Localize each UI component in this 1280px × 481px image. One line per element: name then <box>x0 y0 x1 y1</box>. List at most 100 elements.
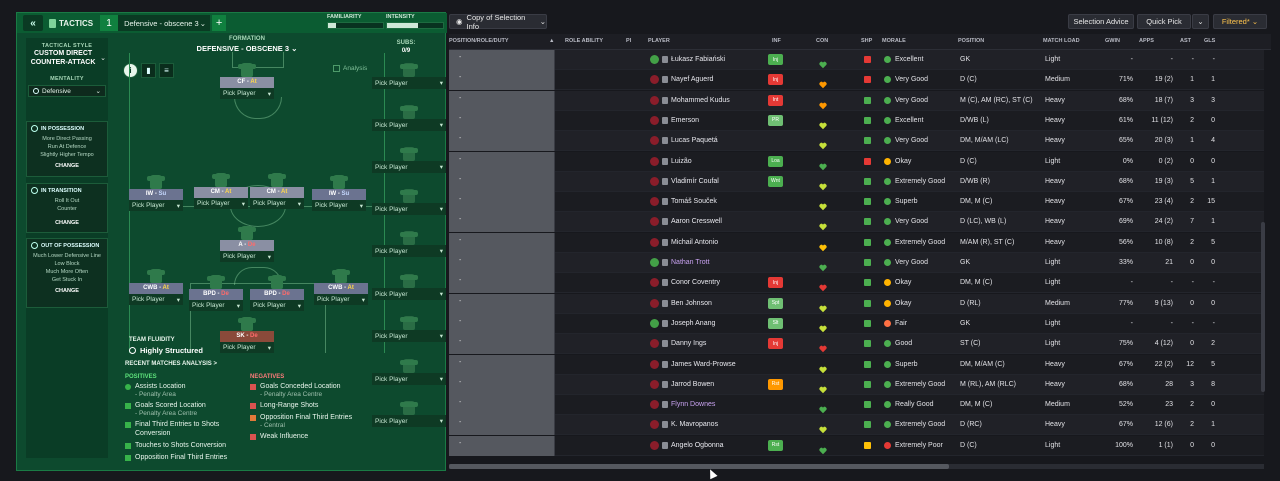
position-role-duty-cell[interactable]: - <box>449 313 555 334</box>
position-slot-bpd-left[interactable]: BPD - De Pick Player ▾ <box>189 275 243 311</box>
col-header-pi[interactable]: PI <box>626 38 632 44</box>
position-slot-cwb-right[interactable]: CWB - At Pick Player ▾ <box>314 269 368 305</box>
table-row[interactable]: - Łukasz Fabiański Inj Excellent GK Light - - - - <box>449 50 1264 70</box>
col-header-apps[interactable]: APPS <box>1139 38 1154 44</box>
sub-slot[interactable]: Pick Player ▾ <box>372 231 446 257</box>
position-slot-iw-left[interactable]: IW - Su Pick Player ▾ <box>129 175 183 211</box>
sub-slot[interactable]: Pick Player ▾ <box>372 189 446 215</box>
table-row[interactable]: - Nathan Trott Very Good GK Light 33% 21 0 0 <box>449 253 1264 273</box>
pick-player-select[interactable]: Pick Player ▾ <box>220 251 274 262</box>
position-slot-anchor[interactable]: A - De Pick Player ▾ <box>220 226 274 262</box>
player-name[interactable]: Nathan Trott <box>671 259 710 266</box>
filter-select[interactable]: Filtered* ⌄ <box>1213 14 1267 29</box>
pick-player-select[interactable]: Pick Player ▾ <box>250 198 304 209</box>
quick-pick-dropdown[interactable]: ⌄ <box>1192 14 1209 29</box>
col-header-match-load[interactable]: MATCH LOAD <box>1043 38 1080 44</box>
player-name[interactable]: Emerson <box>671 116 700 124</box>
out-of-possession-change-button[interactable]: CHANGE <box>55 288 79 294</box>
selection-advice-button[interactable]: Selection Advice <box>1068 14 1134 29</box>
table-row[interactable]: - Angelo Ogbonna Rst Extremely Poor D (C) Lig… <box>449 435 1264 456</box>
position-role-duty-cell[interactable]: - <box>449 212 555 233</box>
table-row[interactable]: - Joseph Anang Slt Fair GK Light - - - - <box>449 313 1264 334</box>
pick-player-select[interactable]: Pick Player ▾ <box>372 373 446 385</box>
pick-player-select[interactable]: Pick Player ▾ <box>194 198 248 209</box>
horizontal-scrollbar[interactable] <box>449 464 1264 469</box>
player-name[interactable]: Łukasz Fabiański <box>671 56 726 63</box>
pick-player-select[interactable]: Pick Player ▾ <box>372 288 446 300</box>
tactical-style-select[interactable]: CUSTOM DIRECT COUNTER-ATTACK ⌄ <box>26 49 108 67</box>
col-header-role-ability[interactable]: ROLE ABILITY <box>565 38 603 44</box>
in-transition-change-button[interactable]: CHANGE <box>55 220 79 226</box>
pick-player-select[interactable]: Pick Player ▾ <box>220 88 274 99</box>
table-row[interactable]: - K. Mavropanos Extremely Good D (RC) Heavy 6… <box>449 415 1264 436</box>
position-slot-cm-left[interactable]: CM - At Pick Player ▾ <box>194 173 248 209</box>
table-row[interactable]: - Lucas Paquetá Very Good DM, M/AM (LC) Heav… <box>449 131 1264 152</box>
player-name[interactable]: K. Mavropanos <box>671 421 719 429</box>
position-role-duty-cell[interactable]: - <box>449 110 555 131</box>
player-name[interactable]: Vladimír Coufal <box>671 177 719 185</box>
sub-slot[interactable]: Pick Player ▾ <box>372 63 446 89</box>
tactic-slot-number[interactable]: 1 <box>100 15 119 31</box>
col-header-position[interactable]: POSITION <box>958 38 985 44</box>
player-name[interactable]: Flynn Downes <box>671 401 716 409</box>
pick-player-select[interactable]: Pick Player ▾ <box>372 161 446 173</box>
player-name[interactable]: Lucas Paquetá <box>671 137 718 145</box>
recent-matches-link[interactable]: RECENT MATCHES ANALYSIS > <box>125 361 217 367</box>
tactic-select[interactable]: Defensive - obscene 3 ⌄ <box>118 15 211 31</box>
info-icon[interactable]: i <box>123 63 138 78</box>
table-row[interactable]: - Michail Antonio Extremely Good M/AM (R), … <box>449 232 1264 253</box>
sub-slot[interactable]: Pick Player ▾ <box>372 401 446 427</box>
player-name[interactable]: Nayef Aguerd <box>671 76 714 84</box>
position-role-duty-cell[interactable]: - <box>449 374 555 395</box>
sort-icon[interactable]: ▲ <box>549 38 555 44</box>
pick-player-select[interactable]: Pick Player ▾ <box>250 300 304 311</box>
player-name[interactable]: Angelo Ogbonna <box>671 441 724 449</box>
player-name[interactable]: Aaron Cresswell <box>671 218 722 226</box>
sub-slot[interactable]: Pick Player ▾ <box>372 316 446 342</box>
player-name[interactable]: Ben Johnson <box>671 299 712 307</box>
position-slot-cwb-left[interactable]: CWB - At Pick Player ▾ <box>129 269 183 305</box>
in-possession-change-button[interactable]: CHANGE <box>55 163 79 169</box>
table-row[interactable]: - Flynn Downes Really Good DM, M (C) Medium 5… <box>449 395 1264 416</box>
vertical-scrollbar[interactable] <box>1261 222 1265 392</box>
position-role-duty-cell[interactable]: - <box>449 334 555 355</box>
add-tactic-button[interactable]: + <box>212 15 227 31</box>
player-name[interactable]: Tomáš Souček <box>671 198 717 206</box>
col-header-inf[interactable]: INF <box>772 38 781 44</box>
list-icon[interactable]: ≡ <box>159 63 174 78</box>
position-role-duty-cell[interactable]: - <box>449 435 555 456</box>
table-row[interactable]: - Mohammed Kudus Int Very Good M (C), AM (RC… <box>449 90 1264 111</box>
position-role-duty-cell[interactable]: - <box>449 90 555 111</box>
pick-player-select[interactable]: Pick Player ▾ <box>372 203 446 215</box>
sub-slot[interactable]: Pick Player ▾ <box>372 359 446 385</box>
position-role-duty-cell[interactable]: - <box>449 293 555 314</box>
position-slot-cf[interactable]: CF - At Pick Player ▾ <box>220 63 274 99</box>
familiarity-meter[interactable] <box>327 22 384 29</box>
position-role-duty-cell[interactable]: - <box>449 253 555 273</box>
col-header-player[interactable]: PLAYER <box>648 38 670 44</box>
position-role-duty-cell[interactable]: - <box>449 70 555 91</box>
back-button[interactable]: « <box>23 15 43 31</box>
col-header-gwin[interactable]: GWIN <box>1105 38 1120 44</box>
pick-player-select[interactable]: Pick Player ▾ <box>312 200 366 211</box>
mentality-select[interactable]: Defensive ⌄ <box>28 85 106 97</box>
position-role-duty-cell[interactable]: - <box>449 273 555 294</box>
col-header-ast[interactable]: AST <box>1180 38 1191 44</box>
view-select[interactable]: ◉ Copy of Selection Info ⌄ <box>449 13 547 31</box>
sub-slot[interactable]: Pick Player ▾ <box>372 105 446 131</box>
player-name[interactable]: Michail Antonio <box>671 238 719 246</box>
pick-player-select[interactable]: Pick Player ▾ <box>220 342 274 353</box>
table-row[interactable]: - Jarrod Bowen Rst Extremely Good M (RL), AM… <box>449 374 1264 395</box>
sub-slot[interactable]: Pick Player ▾ <box>372 147 446 173</box>
position-slot-sk[interactable]: SK - De Pick Player ▾ <box>220 317 274 353</box>
position-slot-iw-right[interactable]: IW - Su Pick Player ▾ <box>312 175 366 211</box>
position-role-duty-cell[interactable]: - <box>449 192 555 213</box>
position-role-duty-cell[interactable]: - <box>449 395 555 416</box>
table-row[interactable]: - James Ward-Prowse Superb DM, M/AM (C) Heav… <box>449 354 1264 375</box>
pick-player-select[interactable]: Pick Player ▾ <box>129 294 183 305</box>
pick-player-select[interactable]: Pick Player ▾ <box>372 330 446 342</box>
table-row[interactable]: - Aaron Cresswell Very Good D (LC), WB (L) H… <box>449 212 1264 233</box>
col-header-gls[interactable]: GLS <box>1204 38 1216 44</box>
scrollbar-thumb[interactable] <box>449 464 949 469</box>
pick-player-select[interactable]: Pick Player ▾ <box>372 245 446 257</box>
